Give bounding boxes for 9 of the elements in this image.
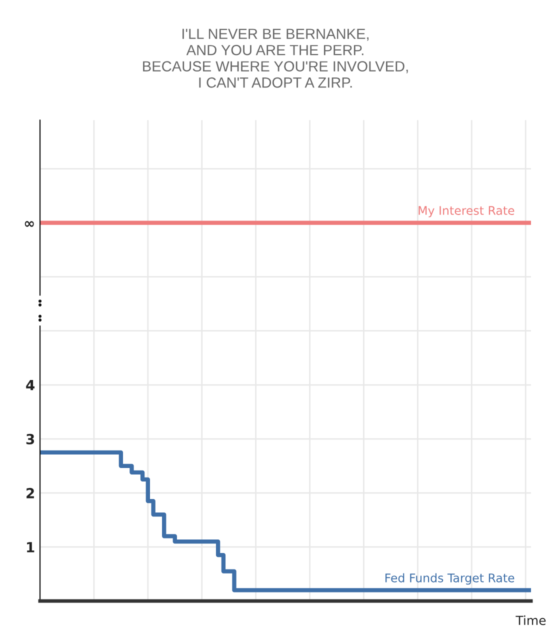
x-axis-title: Time: [516, 615, 546, 626]
series-label: Fed Funds Target Rate: [385, 573, 514, 585]
y-tick-label: 2: [26, 488, 34, 498]
y-tick-label: 3: [26, 434, 34, 444]
series-label: My Interest Rate: [418, 206, 514, 218]
y-tick-label: 1: [27, 542, 34, 552]
y-tick-label: 4: [26, 380, 35, 390]
chart-title: I'LL NEVER BE BERNANKE, AND YOU ARE THE PERP. BECAUSE WHERE YOU'RE INVOLVED, I CAN'T ADOPT A ZIRP.: [143, 28, 408, 88]
y-tick-label: ∞: [24, 221, 34, 227]
